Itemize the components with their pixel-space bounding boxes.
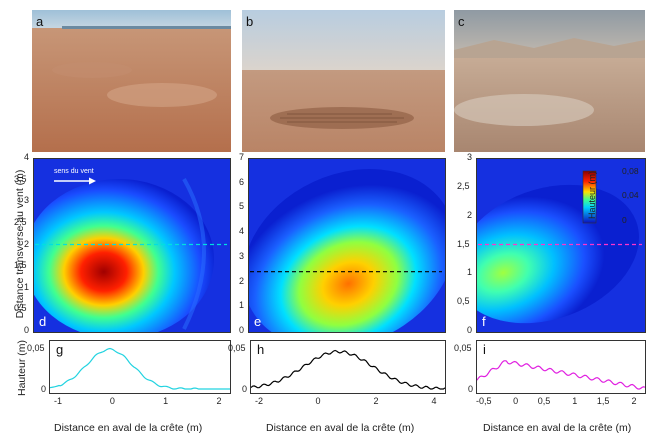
y-tick-label: 0,5 — [457, 296, 470, 307]
heatmap-e: e — [248, 158, 446, 333]
y-tick-label: 3,5 — [14, 173, 27, 184]
y-tick-label: 0 — [467, 325, 473, 335]
y-tick-label: 7 — [239, 152, 245, 162]
y-tick-label: 2,5 — [14, 216, 27, 227]
colorbar-tick: 0,04 — [622, 190, 639, 200]
y-tick-label: 3 — [239, 250, 245, 261]
wind-arrow-icon — [54, 177, 96, 185]
y-tick-label: 2 — [24, 238, 30, 249]
heatmap-label: f — [482, 314, 486, 329]
y-tick-label: 0 — [239, 325, 245, 335]
colorbar-title: Hauteur (m) — [587, 171, 597, 220]
colorbar-tick: 0,08 — [622, 166, 639, 176]
x-tick-label: 1 — [572, 396, 578, 406]
x-tick-label: 2 — [373, 396, 379, 406]
y-tick-label: 0 — [242, 384, 248, 394]
x-tick-label: -0,5 — [476, 396, 492, 406]
wind-direction-label: sens du vent — [54, 168, 94, 175]
x-axis-label: Distance en aval de la crête (m) — [266, 422, 415, 434]
profile-label: g — [56, 342, 64, 357]
y-tick-label: 0 — [41, 384, 47, 394]
photo-a: a — [32, 10, 231, 152]
y-tick-label: 6 — [239, 176, 245, 187]
x-tick-label: 0 — [109, 396, 115, 406]
heatmap-label: e — [254, 314, 262, 329]
y-tick-label: 0 — [24, 325, 30, 335]
x-tick-label: 1,5 — [596, 396, 610, 406]
x-tick-label: 0 — [315, 396, 321, 406]
y-tick-label: 1 — [467, 267, 473, 278]
heatmap-label: d — [39, 314, 47, 329]
y-tick-label: 2,5 — [457, 180, 470, 191]
y-tick-label: 2 — [467, 209, 473, 220]
profile-label: i — [483, 342, 486, 357]
x-axis-label: Distance en aval de la crête (m) — [483, 422, 632, 434]
profile-label: h — [257, 342, 265, 357]
y-tick-label: 5 — [239, 201, 245, 212]
x-tick-label: -2 — [255, 396, 264, 406]
y-axis-label: Distance transverse au vent (m) — [14, 169, 26, 319]
y-tick-label: 1 — [239, 300, 245, 311]
heatmap-f: f — [476, 158, 646, 333]
photo-label: a — [36, 14, 44, 29]
x-tick-label: 1 — [163, 396, 169, 406]
y-tick-label: 0,05 — [27, 343, 45, 353]
y-tick-label: 1,5 — [457, 238, 470, 249]
x-tick-label: 4 — [431, 396, 437, 406]
y-tick-label: 1 — [24, 281, 30, 292]
y-tick-label: 2 — [239, 275, 245, 286]
profile-g: g — [49, 340, 231, 394]
colorbar-tick: 0 — [622, 215, 627, 225]
photo-label: c — [458, 14, 465, 29]
y-tick-label: 0,5 — [14, 303, 27, 314]
x-tick-label: 0 — [513, 396, 519, 406]
y-tick-label: 3 — [24, 195, 30, 206]
photo-label: b — [246, 14, 254, 29]
profile-i: i — [476, 340, 646, 394]
y-tick-label: 4 — [24, 152, 30, 162]
y-tick-label: 1,5 — [14, 260, 27, 271]
x-tick-label: 2 — [216, 396, 222, 406]
profile-curve — [251, 349, 445, 390]
y-tick-label: 0,05 — [228, 343, 246, 353]
y-tick-label: 4 — [239, 226, 245, 237]
photo-b: b — [242, 10, 445, 152]
y-tick-label: 0,05 — [454, 343, 472, 353]
profile-h: h — [250, 340, 446, 394]
heatmap-d: d — [33, 158, 231, 333]
profile-curve — [477, 360, 645, 390]
x-tick-label: 2 — [631, 396, 637, 406]
x-axis-label: Distance en aval de la crête (m) — [54, 422, 203, 434]
x-tick-label: 0,5 — [537, 396, 551, 406]
y-tick-label: 3 — [467, 152, 473, 162]
profile-curve — [50, 347, 230, 390]
photo-c: c — [454, 10, 645, 152]
y-tick-label: 0 — [468, 384, 474, 394]
x-tick-label: -1 — [54, 396, 63, 406]
